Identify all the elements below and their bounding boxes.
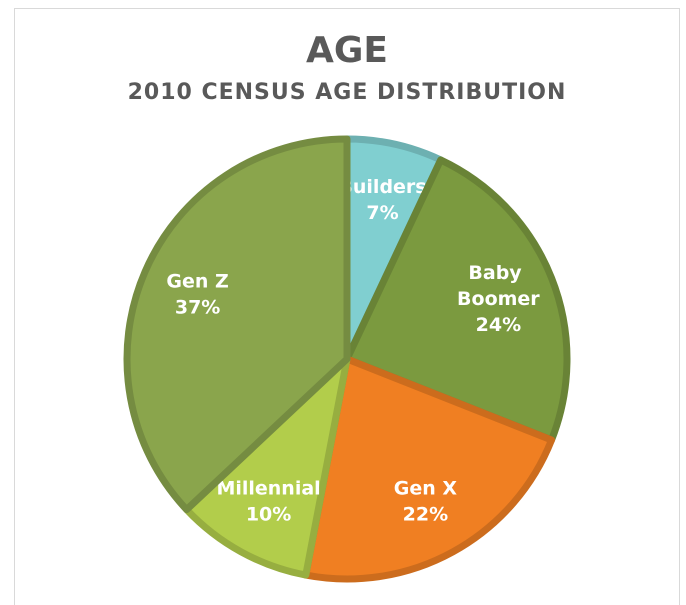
pie-slice <box>183 355 351 579</box>
slice-value-label: 24% <box>476 314 521 336</box>
slice-value-label: 10% <box>246 504 291 526</box>
slice-label: Gen Z <box>166 270 228 292</box>
slice-value-label: 37% <box>175 296 220 318</box>
slice-value-label: 22% <box>403 504 448 526</box>
chart-subtitle: 2010 CENSUS AGE DISTRIBUTION <box>128 80 567 105</box>
pie-slice <box>302 355 556 583</box>
slice-label: Millennial <box>216 478 320 500</box>
slice-label: Builders <box>338 176 426 198</box>
slice-label: Baby Boomer <box>457 262 540 310</box>
pie-slice <box>123 135 351 514</box>
slice-label: Gen X <box>394 478 458 500</box>
chart-title: AGE <box>306 30 388 71</box>
pie-slice <box>343 156 571 444</box>
slice-value-label: 7% <box>366 202 398 224</box>
